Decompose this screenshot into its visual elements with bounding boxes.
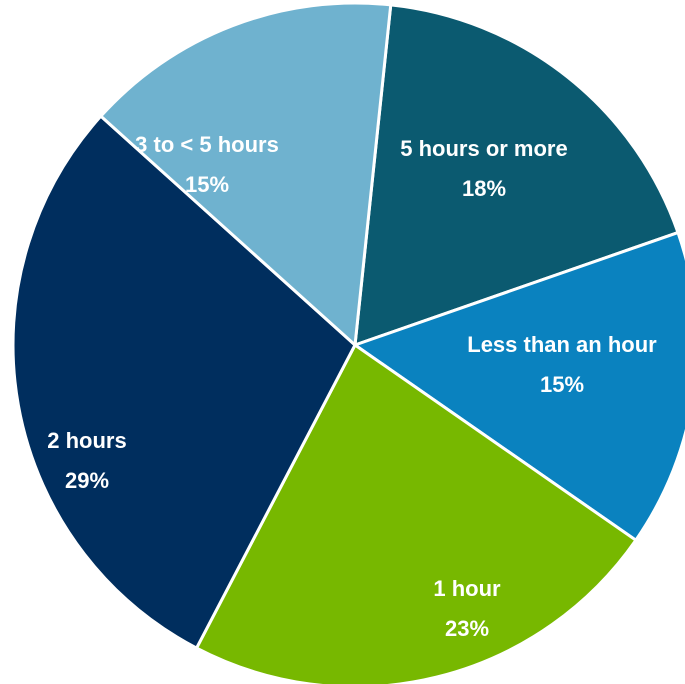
slice-label-2: 1 hour: [433, 576, 501, 601]
pie-slice-2: [195, 343, 638, 684]
slice-label-3: 2 hours: [47, 428, 126, 453]
pie-labels: 5 hours or more 18% Less than an hour 15% 1 …: [47, 132, 657, 641]
slice-value-label-1: 15%: [540, 372, 584, 397]
slice-label-0: 5 hours or more: [400, 136, 567, 161]
slice-label-1: Less than an hour: [467, 332, 657, 357]
slice-value-label-4: 15%: [185, 172, 229, 197]
pie-slice-4: [99, 1, 393, 347]
slice-label-4: 3 to < 5 hours: [135, 132, 279, 157]
slice-value-label-3: 29%: [65, 468, 109, 493]
pie-slices: [11, 1, 685, 684]
slice-value-label-0: 18%: [462, 176, 506, 201]
pie-slice-1: [353, 231, 685, 542]
pie-slice-3: [11, 114, 357, 650]
slice-value-label-2: 23%: [445, 616, 489, 641]
